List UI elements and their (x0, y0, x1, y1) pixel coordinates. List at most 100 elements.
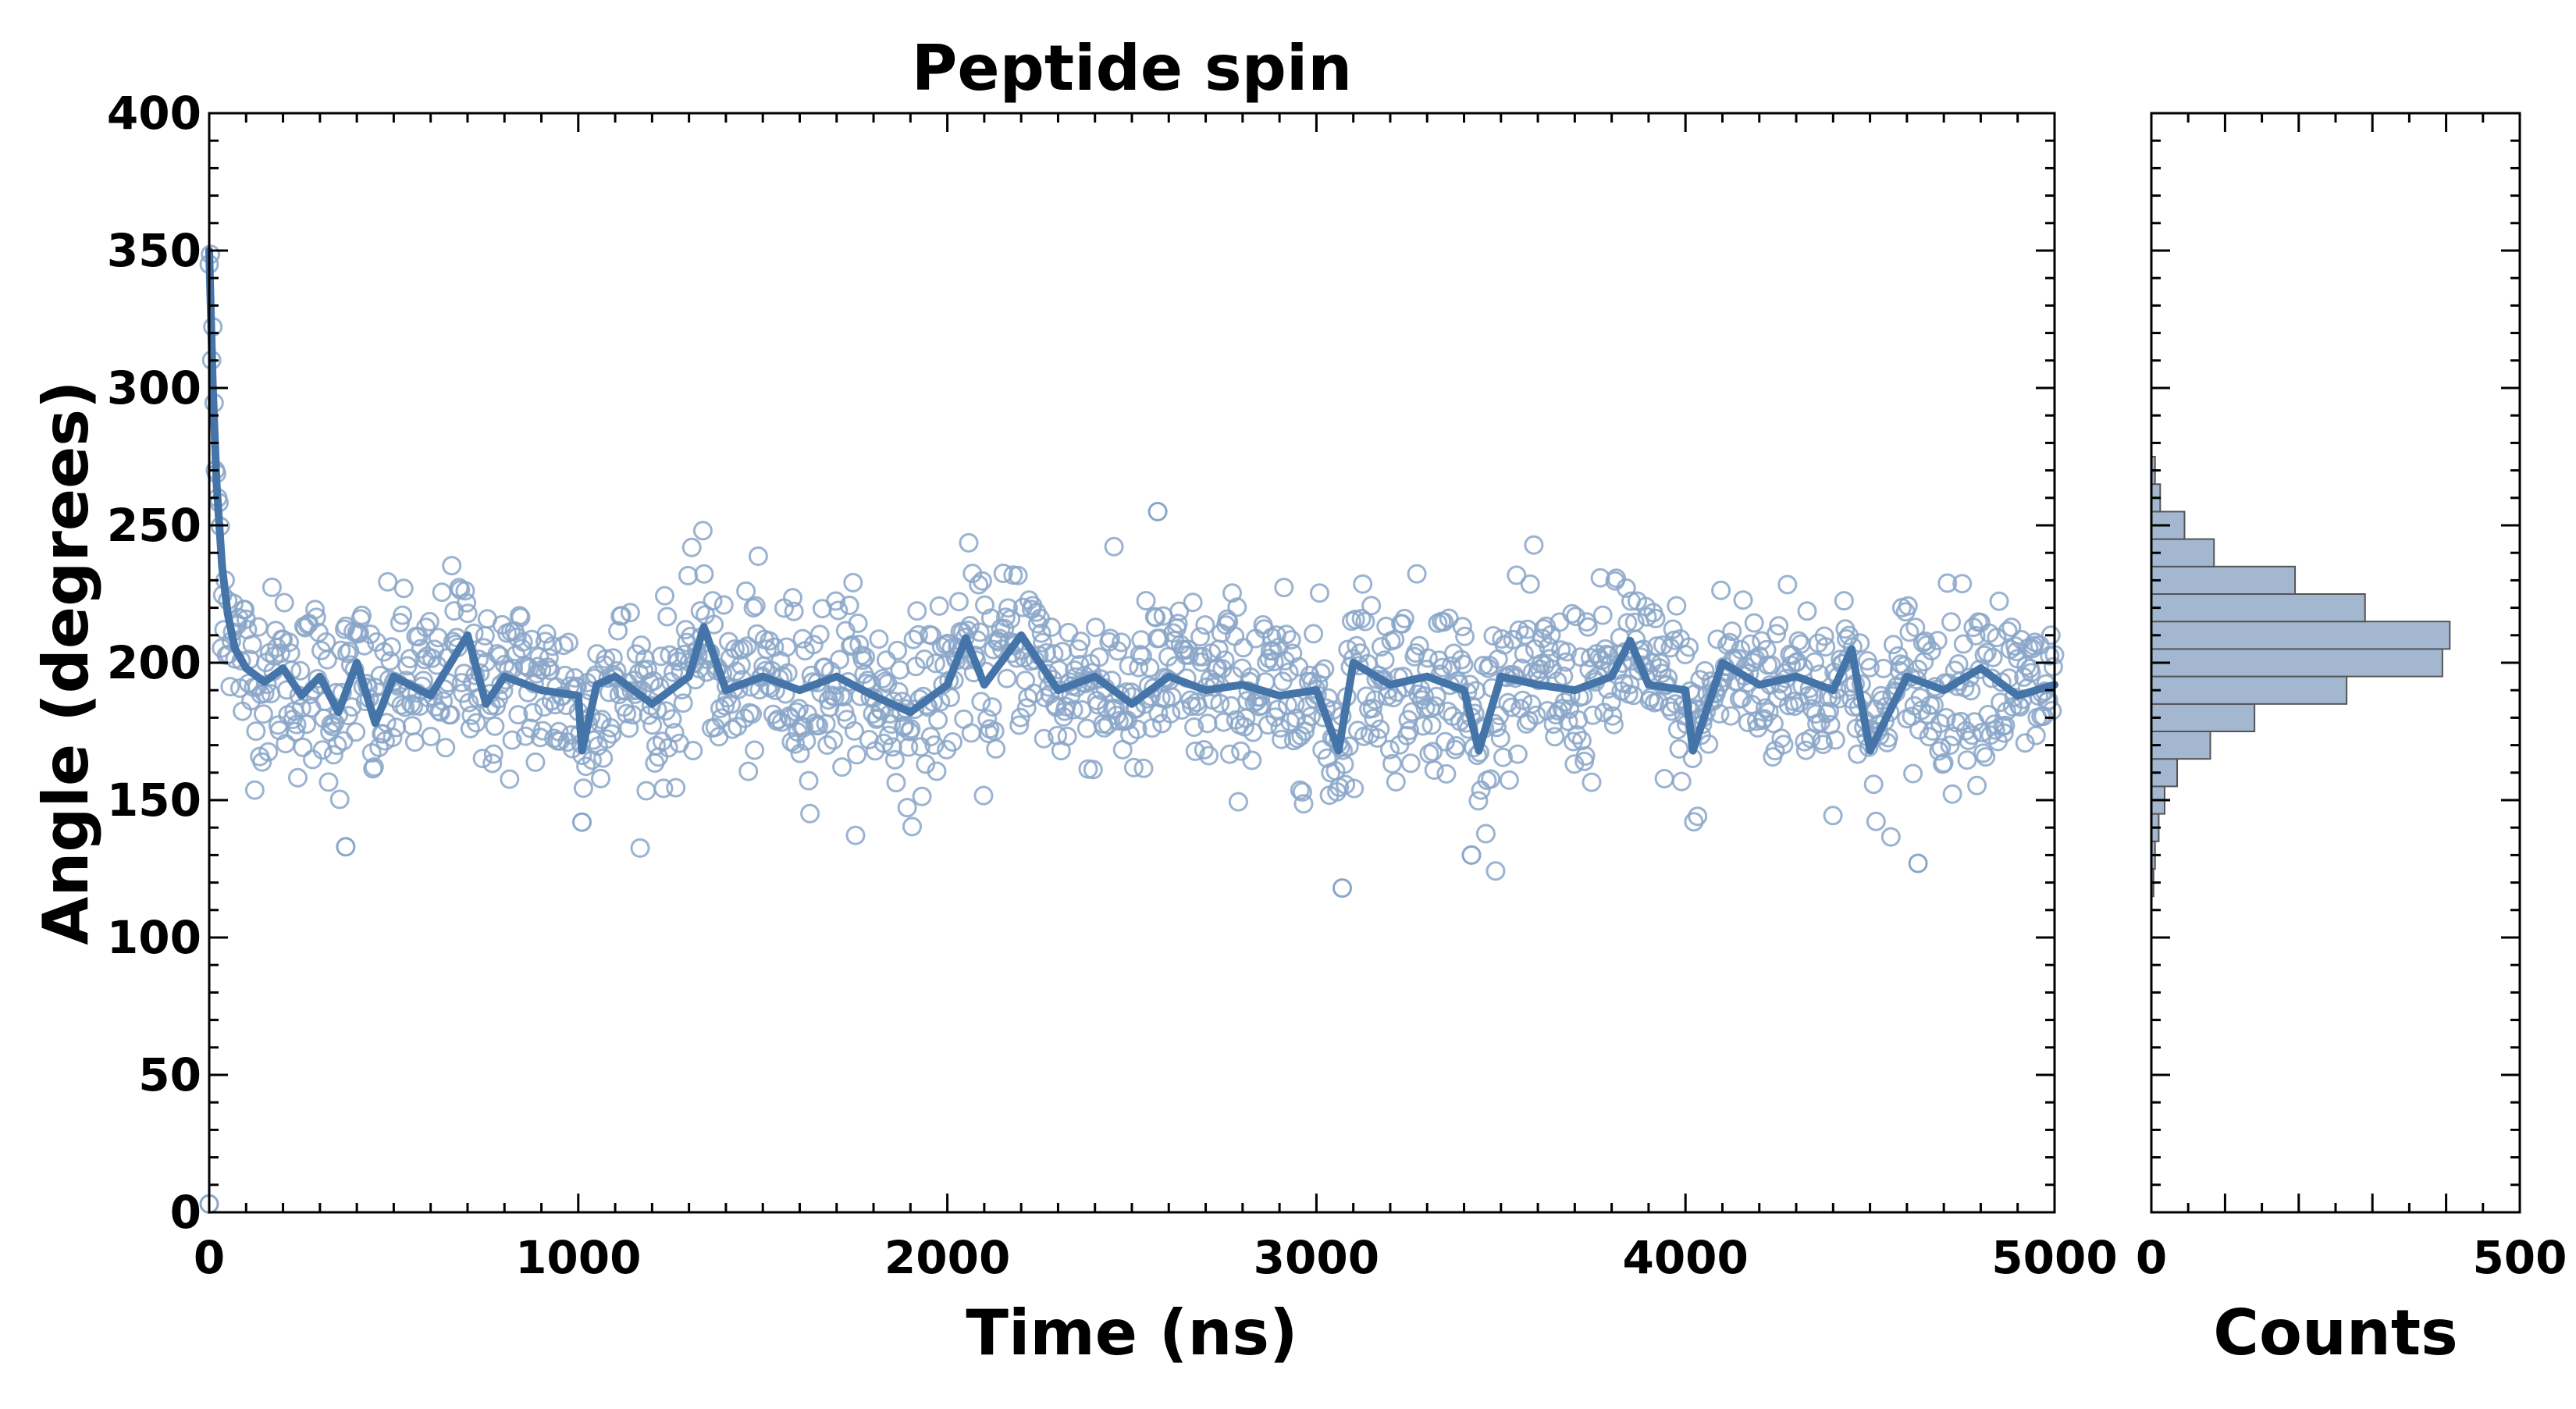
scatter-point (466, 713, 486, 733)
scatter-point (1394, 608, 1414, 628)
scatter-point (246, 721, 266, 742)
scatter-point (1514, 644, 1534, 664)
scatter-point (1368, 728, 1388, 748)
scatter-point (303, 749, 322, 770)
scatter-point (637, 660, 657, 679)
scatter-point (1825, 730, 1845, 750)
scatter-point (738, 761, 759, 781)
scatter-point (888, 640, 908, 660)
scatter-point (1452, 617, 1472, 637)
scatter-point (794, 717, 814, 738)
scatter-point (1731, 639, 1751, 660)
scatter-point (1086, 617, 1105, 638)
scatter-point (402, 716, 422, 736)
y-tick-label: 350 (107, 224, 201, 277)
scatter-point (248, 617, 269, 637)
scatter-point (1219, 744, 1240, 764)
scatter-point (1365, 690, 1385, 710)
scatter-point (1953, 634, 1973, 654)
scatter-point (500, 769, 520, 789)
scatter-point (1962, 725, 1982, 745)
scatter-point (711, 708, 731, 728)
scatter-point (1866, 811, 1886, 831)
scatter-point (1276, 624, 1297, 645)
scatter-point (1526, 705, 1546, 725)
scatter-point (1617, 613, 1638, 633)
scatter-point (1819, 701, 1839, 721)
scatter-point (1777, 575, 1798, 595)
scatter-point (1889, 660, 1909, 681)
scatter-point (1989, 591, 2009, 611)
scatter-point (1057, 726, 1077, 746)
x-tick-label: 1000 (515, 1231, 641, 1284)
scatter-point (1353, 574, 1373, 594)
scatter-point (428, 628, 448, 648)
scatter-point (507, 627, 527, 647)
x-tick-label: 3000 (1254, 1231, 1379, 1284)
scatter-point (1140, 657, 1160, 678)
scatter-point (830, 649, 849, 670)
scatter-point (876, 650, 896, 671)
scatter-point (777, 637, 797, 657)
scatter-point (826, 591, 846, 611)
scatter-point (502, 730, 522, 750)
scatter-point (657, 607, 678, 627)
scatter-point (1733, 590, 1753, 610)
scatter-point (572, 812, 592, 832)
scatter-point (1108, 641, 1128, 661)
histogram-bar (2151, 621, 2451, 650)
scatter-point (1076, 718, 1097, 738)
scatter-point (748, 546, 768, 566)
scatter-point (1795, 740, 1816, 760)
scatter-point (1432, 657, 1453, 678)
scatter-point (926, 653, 945, 674)
scatter-point (573, 778, 593, 799)
scatter-point (1195, 615, 1215, 635)
scatter-point (1123, 757, 1144, 777)
scatter-point (898, 737, 919, 757)
x-tick-label: 0 (194, 1231, 225, 1284)
scatter-point (943, 732, 962, 752)
scatter-point (927, 761, 947, 781)
scatter-point (1150, 628, 1169, 649)
scatter-point (415, 649, 435, 670)
scatter-point (1603, 706, 1623, 726)
y-tick-label: 200 (107, 636, 201, 689)
scatter-point (525, 752, 546, 772)
scatter-point (1908, 853, 1928, 874)
scatter-point (1976, 747, 1996, 767)
scatter-point (1620, 674, 1640, 695)
scatter-point (1336, 774, 1356, 795)
scatter-point (914, 649, 934, 669)
scatter-point (1242, 750, 1262, 770)
scatter-point (559, 632, 578, 653)
scatter-point (431, 702, 450, 722)
scatter-point (1274, 578, 1294, 598)
scatter-point (1228, 792, 1248, 812)
scatter-point (1227, 597, 1247, 617)
scatter-point (799, 770, 819, 791)
scatter-point (591, 768, 610, 788)
scatter-point (1008, 565, 1028, 585)
scatter-point (1829, 688, 1849, 709)
scatter-point (1883, 635, 1903, 655)
scatter-point (235, 600, 255, 620)
scatter-point (1364, 708, 1384, 728)
scatter-point (694, 564, 714, 584)
scatter-point (664, 662, 683, 682)
scatter-point (982, 697, 1002, 717)
scatter-point (683, 741, 703, 760)
hist-x-tick-label: 0 (2136, 1231, 2167, 1284)
scatter-point (2030, 635, 2050, 655)
scatter-point (998, 598, 1018, 618)
scatter-point (1147, 501, 1168, 521)
scatter-point (258, 742, 279, 762)
scatter-point (869, 629, 889, 649)
scatter-point (1183, 592, 1203, 613)
scatter-point (1461, 845, 1482, 865)
scatter-point (973, 785, 994, 806)
scatter-point (1310, 583, 1329, 603)
scatter-point (1592, 605, 1613, 625)
scatter-point (1414, 686, 1434, 706)
histogram-bar (2151, 538, 2215, 568)
